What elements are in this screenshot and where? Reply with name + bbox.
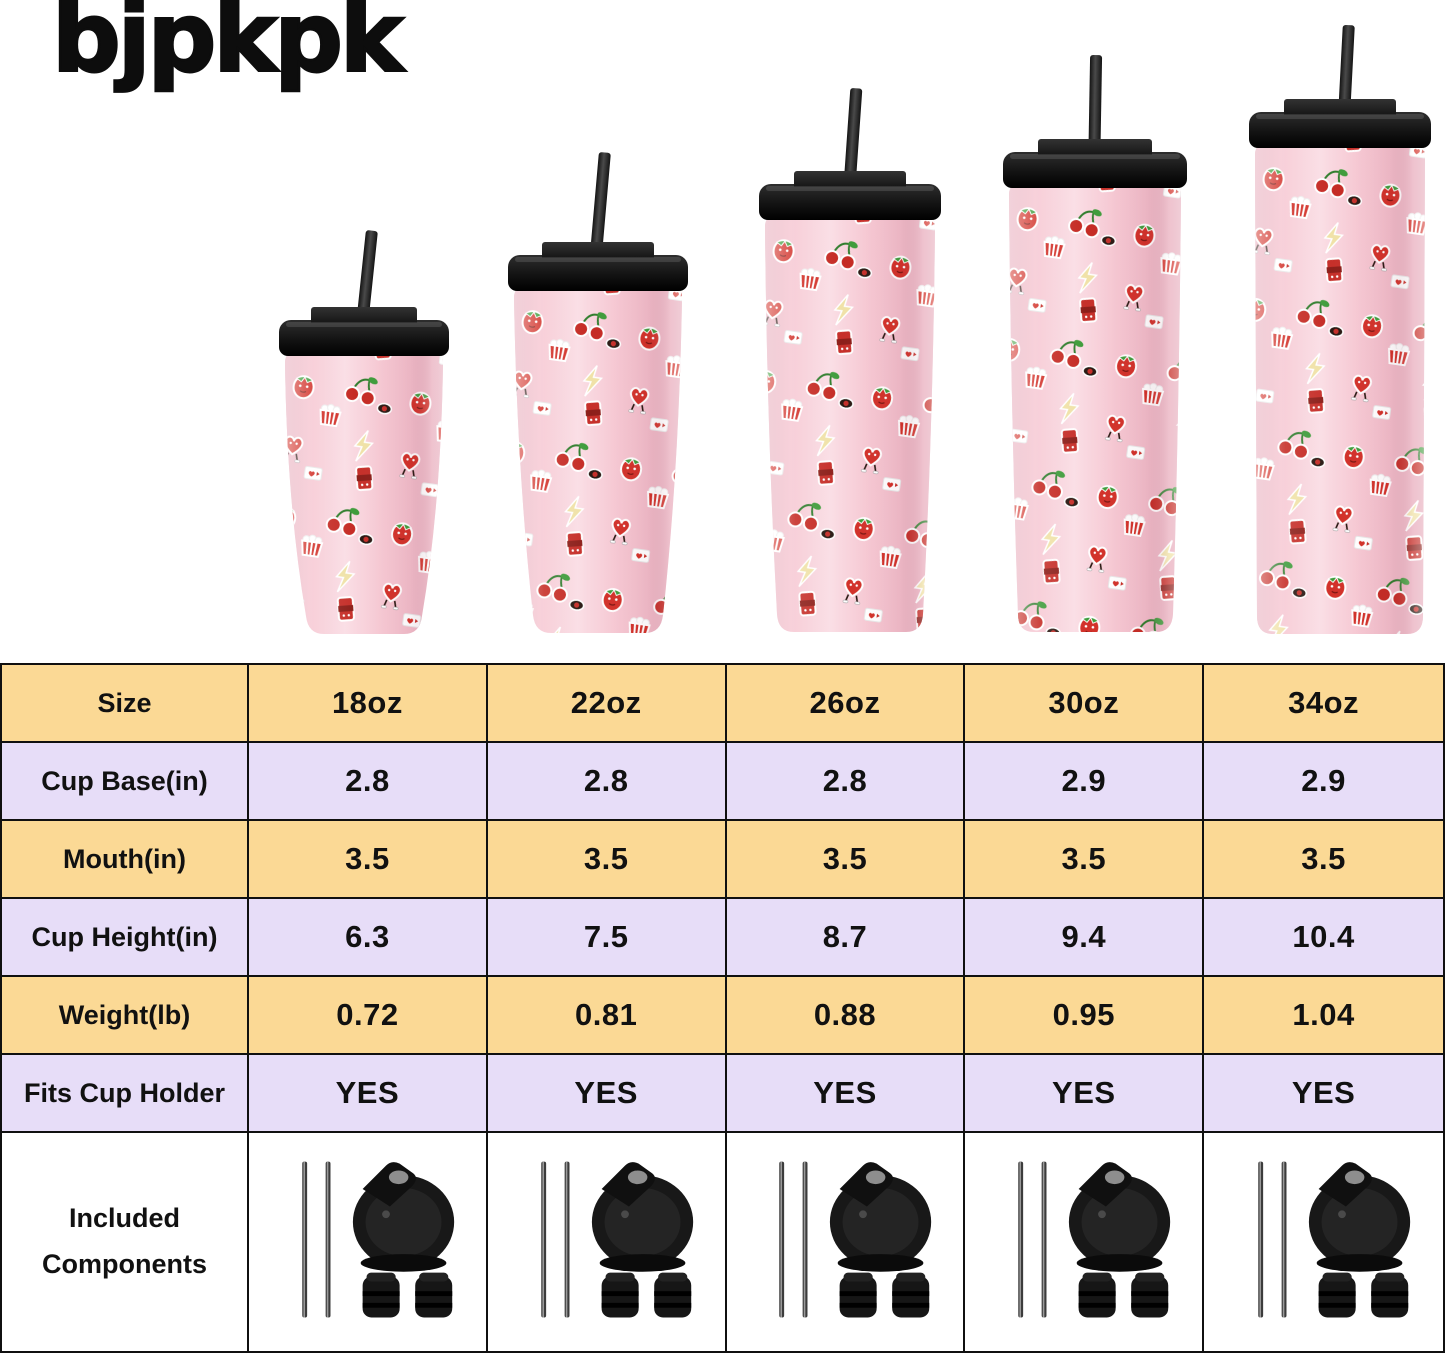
included-components-icon: [540, 1161, 693, 1317]
weight-22oz: 0.81: [487, 977, 727, 1055]
weight-26oz: 0.88: [726, 977, 966, 1055]
spec-row-label-fits-cup-holder: Fits Cup Holder: [2, 1055, 249, 1133]
mouth-26oz: 3.5: [726, 821, 966, 899]
spec-row-label-weight: Weight(lb): [2, 977, 249, 1055]
cup-base-26oz: 2.8: [726, 743, 966, 821]
size-26oz: 26oz: [726, 665, 966, 743]
tumbler-lid: [1003, 139, 1187, 188]
tumbler-lineup: [0, 0, 1445, 663]
fits-cup-holder-34oz: YES: [1204, 1055, 1443, 1133]
tumbler-lid: [279, 307, 449, 356]
spec-row-label-cup-base: Cup Base(in): [2, 743, 249, 821]
fits-cup-holder-26oz: YES: [726, 1055, 966, 1133]
included-components-icon: [1258, 1161, 1411, 1317]
tumbler-body: [1009, 186, 1181, 632]
flip-lid-icon: [830, 1161, 932, 1272]
tumbler-body: [765, 218, 935, 632]
stopper-pair-icon: [1318, 1272, 1409, 1317]
cup-base-34oz: 2.9: [1204, 743, 1443, 821]
spec-table: Size 18oz 22oz 26oz 30oz 34oz Cup Base(i…: [0, 663, 1445, 1353]
included-label-line2: Components: [42, 1249, 207, 1279]
fits-cup-holder-30oz: YES: [965, 1055, 1205, 1133]
mouth-30oz: 3.5: [965, 821, 1205, 899]
spec-row-label-included-components: Included Components: [2, 1133, 249, 1351]
size-22oz: 22oz: [487, 665, 727, 743]
cup-height-30oz: 9.4: [965, 899, 1205, 977]
flip-lid-icon: [1069, 1161, 1171, 1272]
fits-cup-holder-18oz: YES: [249, 1055, 488, 1133]
mouth-22oz: 3.5: [487, 821, 727, 899]
components-cell-34oz: [1204, 1133, 1443, 1351]
tumbler-lid: [759, 171, 941, 220]
size-34oz: 34oz: [1204, 665, 1443, 743]
flip-lid-icon: [1308, 1161, 1411, 1272]
cup-base-18oz: 2.8: [249, 743, 488, 821]
weight-34oz: 1.04: [1204, 977, 1443, 1055]
stopper-pair-icon: [1078, 1272, 1169, 1317]
weight-18oz: 0.72: [249, 977, 488, 1055]
components-cell-26oz: [726, 1133, 966, 1351]
included-components-icon: [779, 1161, 932, 1317]
cup-base-22oz: 2.8: [487, 743, 727, 821]
cup-height-34oz: 10.4: [1204, 899, 1443, 977]
tumbler-body: [514, 289, 682, 633]
spec-row-label-size: Size: [2, 665, 249, 743]
spec-row-label-mouth: Mouth(in): [2, 821, 249, 899]
straw-pair-icon: [1258, 1161, 1287, 1317]
stopper-pair-icon: [601, 1272, 691, 1317]
weight-30oz: 0.95: [965, 977, 1205, 1055]
cup-height-22oz: 7.5: [487, 899, 727, 977]
included-components-icon: [1018, 1161, 1171, 1317]
fits-cup-holder-22oz: YES: [487, 1055, 727, 1133]
size-18oz: 18oz: [249, 665, 488, 743]
straw-pair-icon: [302, 1161, 331, 1317]
tumbler-lid: [1249, 99, 1431, 148]
tumbler-lid: [508, 242, 688, 291]
tumbler-body: [1255, 146, 1425, 634]
straw-pair-icon: [540, 1161, 570, 1317]
brand-logo: bjpkpk: [51, 0, 405, 94]
size-30oz: 30oz: [965, 665, 1205, 743]
components-cell-18oz: [249, 1133, 488, 1351]
stopper-pair-icon: [840, 1272, 930, 1317]
flip-lid-icon: [591, 1161, 693, 1272]
straw-pair-icon: [779, 1161, 808, 1317]
mouth-34oz: 3.5: [1204, 821, 1443, 899]
cup-base-30oz: 2.9: [965, 743, 1205, 821]
mouth-18oz: 3.5: [249, 821, 488, 899]
included-components-icon: [302, 1161, 455, 1317]
cup-height-18oz: 6.3: [249, 899, 488, 977]
spec-row-label-cup-height: Cup Height(in): [2, 899, 249, 977]
components-cell-22oz: [487, 1133, 727, 1351]
included-label-line1: Included: [68, 1203, 180, 1234]
stopper-pair-icon: [362, 1272, 453, 1317]
straw-pair-icon: [1018, 1161, 1047, 1317]
cup-height-26oz: 8.7: [726, 899, 966, 977]
tumbler-body: [285, 354, 443, 634]
components-cell-30oz: [965, 1133, 1205, 1351]
flip-lid-icon: [352, 1161, 455, 1272]
